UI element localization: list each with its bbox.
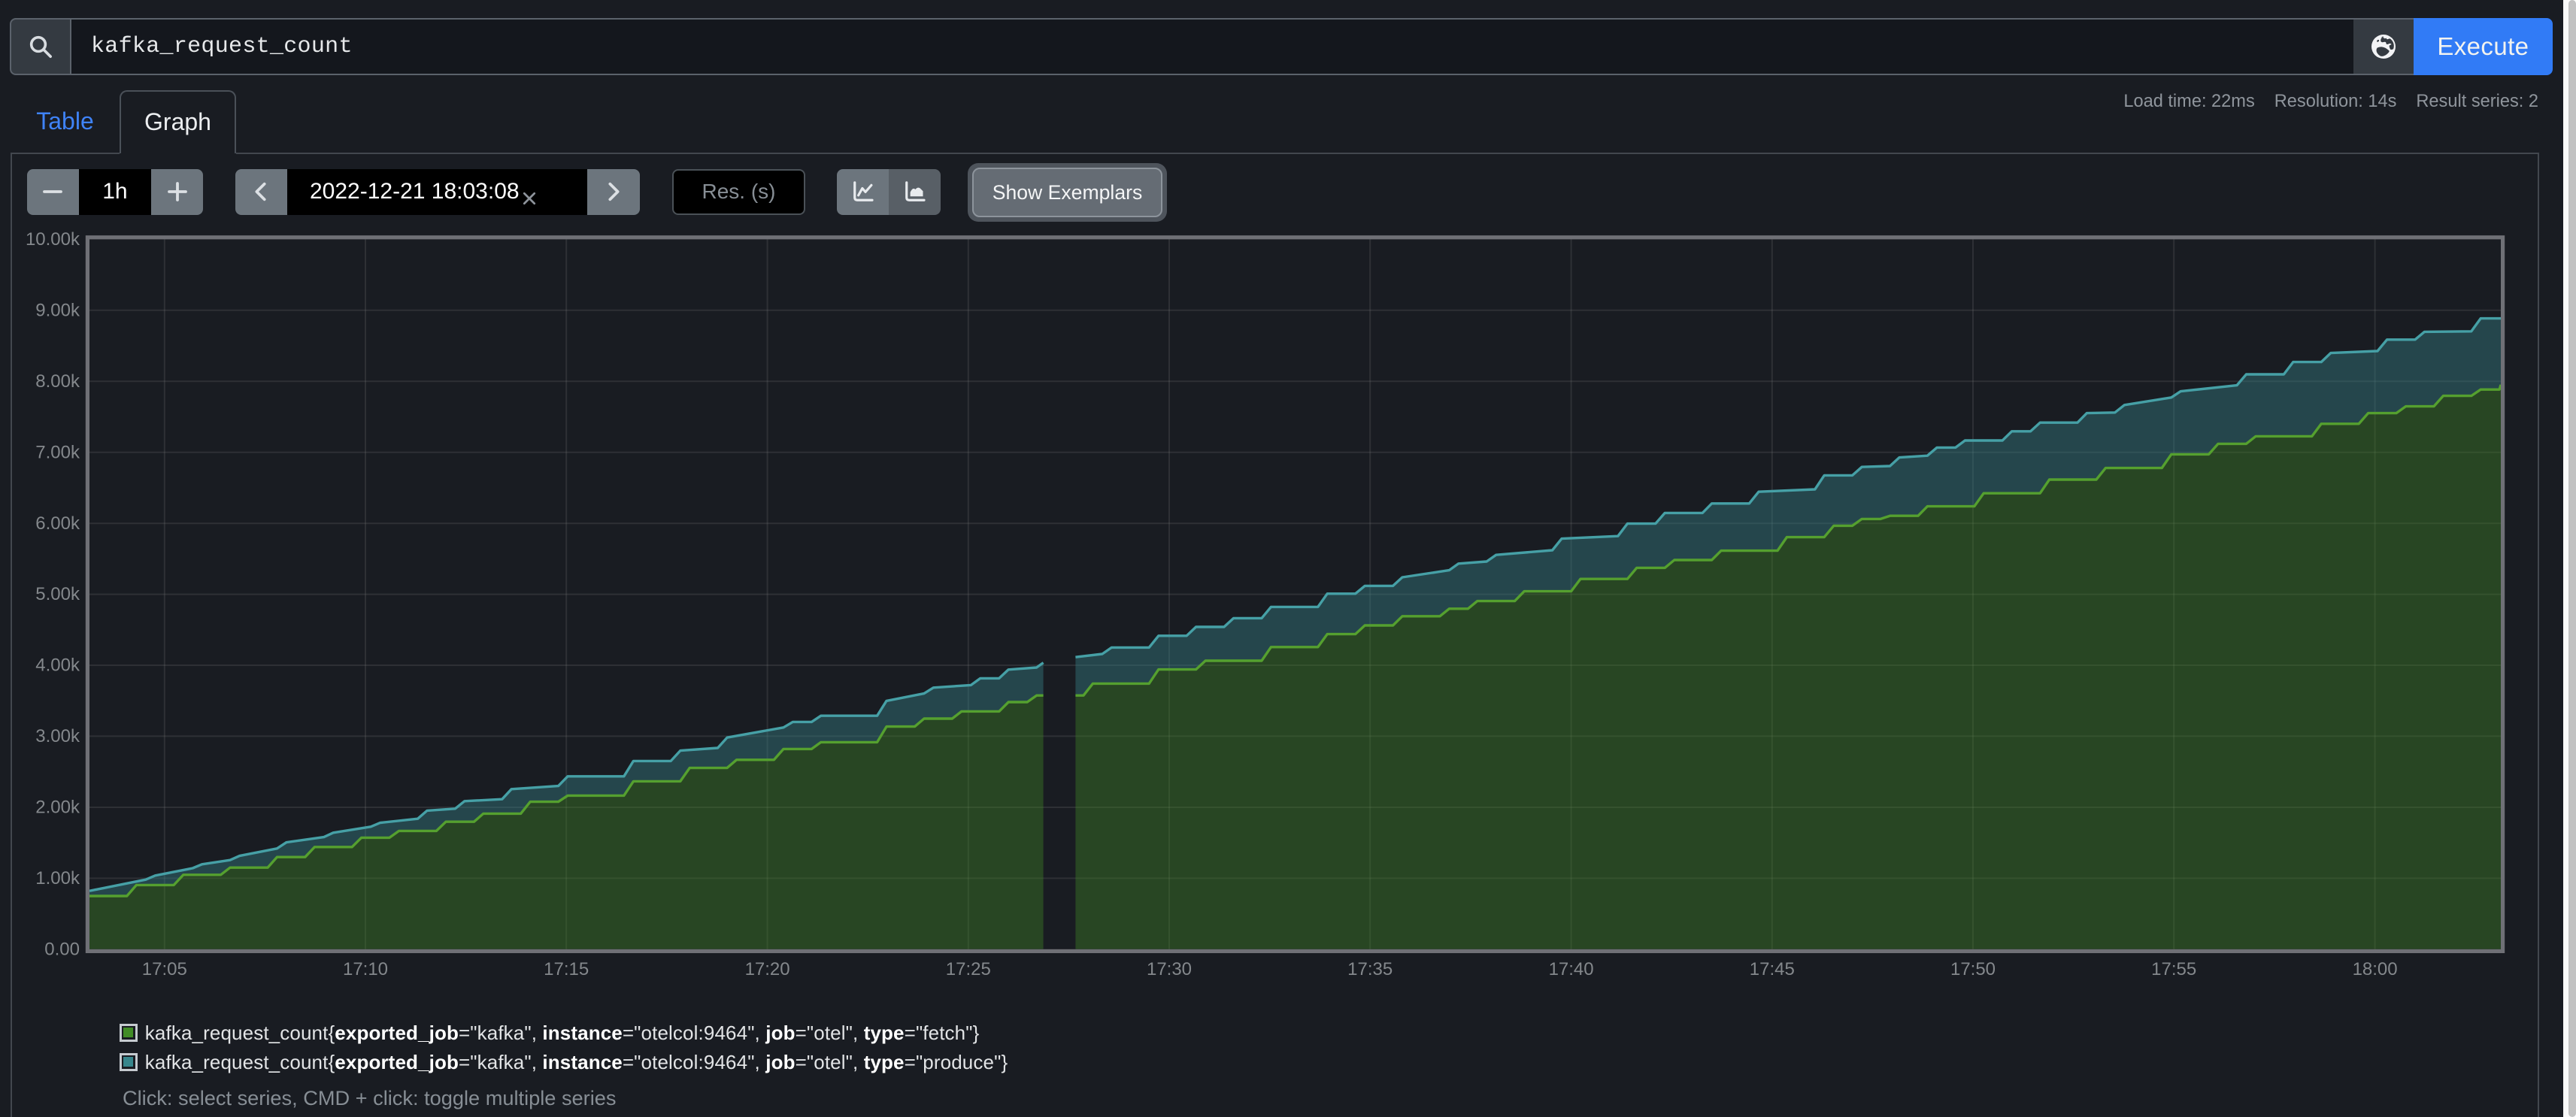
svg-text:17:20: 17:20 bbox=[745, 959, 790, 979]
svg-text:0.00: 0.00 bbox=[44, 939, 80, 959]
svg-text:17:45: 17:45 bbox=[1750, 959, 1795, 979]
svg-text:3.00k: 3.00k bbox=[35, 726, 80, 746]
svg-text:17:10: 17:10 bbox=[343, 959, 388, 979]
svg-text:17:30: 17:30 bbox=[1147, 959, 1192, 979]
svg-text:4.00k: 4.00k bbox=[35, 655, 80, 676]
svg-text:9.00k: 9.00k bbox=[35, 300, 80, 320]
svg-text:17:35: 17:35 bbox=[1347, 959, 1393, 979]
svg-text:8.00k: 8.00k bbox=[35, 371, 80, 392]
svg-text:2.00k: 2.00k bbox=[35, 798, 80, 818]
svg-text:6.00k: 6.00k bbox=[35, 513, 80, 534]
svg-text:7.00k: 7.00k bbox=[35, 442, 80, 462]
svg-text:18:00: 18:00 bbox=[2353, 959, 2398, 979]
svg-text:17:25: 17:25 bbox=[946, 959, 991, 979]
svg-text:17:55: 17:55 bbox=[2151, 959, 2196, 979]
svg-text:17:40: 17:40 bbox=[1549, 959, 1594, 979]
svg-text:17:15: 17:15 bbox=[544, 959, 589, 979]
svg-text:17:50: 17:50 bbox=[1950, 959, 1996, 979]
svg-text:17:05: 17:05 bbox=[142, 959, 187, 979]
svg-text:10.00k: 10.00k bbox=[26, 229, 80, 250]
svg-text:1.00k: 1.00k bbox=[35, 868, 80, 888]
svg-text:5.00k: 5.00k bbox=[35, 584, 80, 604]
